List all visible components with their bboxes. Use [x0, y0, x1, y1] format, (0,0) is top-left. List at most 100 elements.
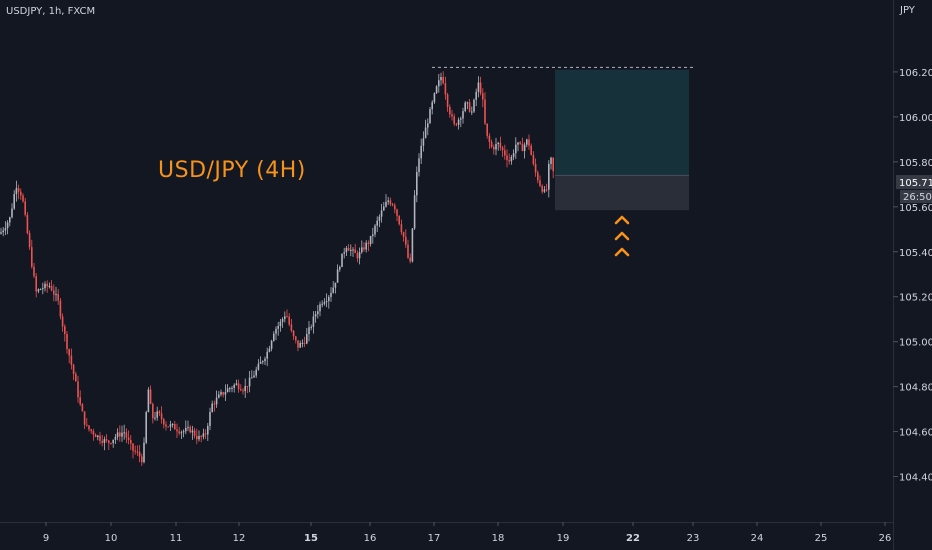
candle	[83, 411, 86, 429]
candle	[99, 431, 101, 445]
candle-body	[416, 172, 418, 196]
candle-body	[482, 93, 484, 100]
candle	[413, 190, 416, 231]
candle	[75, 371, 77, 382]
candle-body	[449, 106, 451, 115]
y-tick-label: 105.400	[899, 248, 932, 259]
candle-body	[174, 423, 176, 430]
candle-body	[473, 99, 475, 112]
candle-body	[387, 200, 389, 202]
candle	[317, 305, 319, 319]
candle-body	[385, 201, 387, 207]
candle	[427, 118, 429, 136]
candle	[167, 426, 169, 428]
candle-body	[237, 383, 240, 390]
candle-body	[299, 342, 301, 348]
candle-body	[523, 144, 526, 152]
candle	[174, 420, 176, 430]
candle-body	[290, 324, 293, 331]
candle	[171, 423, 174, 428]
candle-body	[477, 82, 480, 92]
candle	[90, 428, 92, 434]
candle-body	[15, 188, 18, 195]
candle-body	[420, 145, 422, 159]
candle	[13, 190, 15, 210]
x-tick-label: 9	[43, 533, 49, 544]
candle-body	[88, 425, 90, 430]
candle-body	[314, 314, 317, 317]
y-tick-label: 106.200	[899, 68, 932, 79]
candle-body	[526, 139, 528, 145]
candle-body	[92, 431, 95, 435]
candle	[290, 319, 293, 333]
candle-body	[160, 413, 163, 420]
candle-body	[233, 384, 235, 388]
candle	[493, 144, 495, 155]
candle-body	[306, 334, 308, 344]
candle	[321, 300, 323, 308]
candle	[479, 76, 482, 96]
candle-body	[220, 392, 222, 395]
candle	[319, 301, 321, 317]
candle-body	[222, 392, 224, 395]
candle-body	[394, 205, 396, 210]
candle-body	[138, 451, 141, 457]
y-tick-label: 104.600	[899, 428, 932, 439]
candle-body	[33, 266, 35, 277]
candle	[411, 227, 414, 263]
candle-body	[46, 283, 48, 287]
chevron-up-icon	[614, 231, 630, 241]
candle-body	[202, 433, 205, 437]
x-tick-label: 18	[492, 533, 505, 544]
candle	[523, 142, 526, 159]
candle	[387, 196, 389, 205]
candle-body	[132, 443, 134, 451]
candle-body	[114, 436, 117, 440]
candle-body	[152, 403, 154, 419]
candle-body	[281, 319, 284, 322]
candle	[537, 170, 539, 184]
candle-body	[297, 340, 299, 348]
candle-body	[42, 288, 44, 290]
candle-body	[422, 138, 425, 146]
candle	[497, 141, 499, 151]
candle-body	[528, 139, 530, 146]
candle-body	[484, 99, 486, 124]
candle	[339, 265, 341, 272]
current-price-tag	[896, 175, 932, 190]
candle-body	[229, 388, 231, 390]
candle-body	[79, 397, 81, 405]
candle	[301, 339, 304, 348]
candle	[409, 253, 411, 264]
candle	[440, 72, 442, 86]
candle-body	[495, 143, 497, 150]
candle-body	[532, 155, 535, 164]
candle-body	[460, 118, 462, 120]
candle-body	[101, 440, 103, 443]
candle	[77, 375, 79, 403]
candle	[57, 289, 59, 305]
candle	[504, 144, 506, 160]
candle-body	[81, 404, 84, 412]
candle-body	[284, 316, 286, 320]
candle-body	[48, 285, 51, 287]
candle	[138, 444, 141, 463]
candle-body	[268, 348, 271, 352]
candle	[429, 107, 431, 124]
candle-body	[400, 224, 403, 233]
candle	[37, 288, 40, 294]
countdown-label: 26:50	[903, 192, 932, 203]
candle-body	[116, 432, 119, 437]
candle-body	[242, 390, 244, 392]
candle	[246, 386, 249, 393]
candle-body	[259, 361, 262, 364]
candle	[141, 453, 143, 466]
candle	[198, 430, 200, 442]
candle	[112, 439, 114, 448]
candle	[81, 402, 84, 412]
candle	[275, 326, 277, 341]
candle-body	[457, 119, 460, 125]
candle	[420, 138, 422, 164]
